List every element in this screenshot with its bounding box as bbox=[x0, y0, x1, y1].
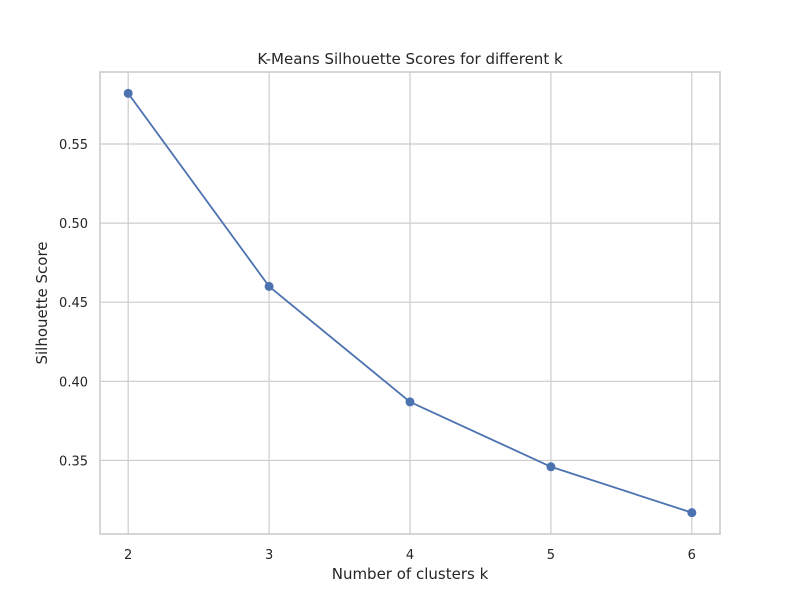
x-tick-labels: 2 3 4 5 6 bbox=[124, 548, 696, 563]
x-tick-label: 5 bbox=[547, 548, 555, 563]
y-tick-label: 0.40 bbox=[59, 375, 88, 390]
data-point-k6 bbox=[687, 508, 697, 518]
y-tick-label: 0.50 bbox=[59, 217, 88, 232]
x-axis-label: Number of clusters k bbox=[332, 565, 489, 583]
x-tick-label: 3 bbox=[265, 548, 273, 563]
grid-lines bbox=[100, 72, 720, 534]
y-tick-label: 0.55 bbox=[59, 138, 88, 153]
data-point-k2 bbox=[123, 88, 133, 98]
chart-title: K-Means Silhouette Scores for different … bbox=[257, 50, 563, 68]
y-tick-labels: 0.35 0.40 0.45 0.50 0.55 bbox=[59, 138, 88, 469]
x-tick-label: 6 bbox=[688, 548, 696, 563]
data-point-k3 bbox=[264, 281, 274, 291]
x-tick-label: 4 bbox=[406, 548, 414, 563]
data-point-k5 bbox=[546, 462, 556, 472]
series-group bbox=[123, 88, 697, 518]
y-tick-label: 0.35 bbox=[59, 454, 88, 469]
data-point-k4 bbox=[405, 397, 415, 407]
plot-frame bbox=[99, 71, 721, 535]
y-tick-label: 0.45 bbox=[59, 296, 88, 311]
y-axis-label: Silhouette Score bbox=[33, 241, 51, 364]
x-tick-label: 2 bbox=[124, 548, 132, 563]
